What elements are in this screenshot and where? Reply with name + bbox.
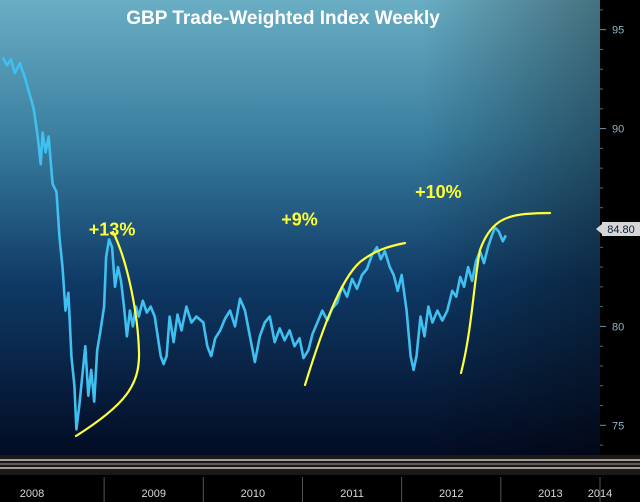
annotation-curve bbox=[303, 241, 407, 387]
annotation-curves bbox=[74, 211, 552, 438]
y-tick-label: 80 bbox=[612, 321, 624, 333]
last-value-marker: 84.80 bbox=[596, 222, 640, 236]
last-value-label: 84.80 bbox=[607, 224, 635, 236]
y-tick-label: 90 bbox=[612, 124, 624, 136]
x-tick-label: 2012 bbox=[439, 488, 463, 500]
series-line bbox=[1, 56, 507, 431]
last-value-pointer bbox=[596, 224, 602, 234]
x-tick-label: 2008 bbox=[20, 488, 44, 500]
annotation-label: +9% bbox=[281, 210, 318, 230]
last-value-box bbox=[602, 222, 640, 236]
annotation-label: +13% bbox=[89, 219, 136, 239]
bottom-band bbox=[0, 455, 640, 475]
series-group bbox=[1, 56, 507, 431]
x-tick-label: 2013 bbox=[538, 488, 562, 500]
annotation-curve bbox=[74, 230, 141, 438]
annotation-curve bbox=[459, 211, 552, 375]
annotation-label: +10% bbox=[415, 182, 462, 202]
x-tick-label: 2011 bbox=[340, 488, 364, 500]
x-tick-label: 2014 bbox=[588, 488, 612, 500]
x-tick-label: 2010 bbox=[241, 488, 265, 500]
plot-shade bbox=[420, 0, 600, 455]
y-tick-label: 95 bbox=[612, 25, 624, 37]
y-tick-label: 75 bbox=[612, 420, 624, 432]
x-axis: 2008 2009 2010 2011 2012 2013 2014 bbox=[20, 477, 612, 502]
annotations: +13% +9% +10% bbox=[89, 182, 462, 240]
x-tick-label: 2009 bbox=[141, 488, 165, 500]
chart-title: GBP Trade-Weighted Index Weekly bbox=[126, 8, 440, 29]
